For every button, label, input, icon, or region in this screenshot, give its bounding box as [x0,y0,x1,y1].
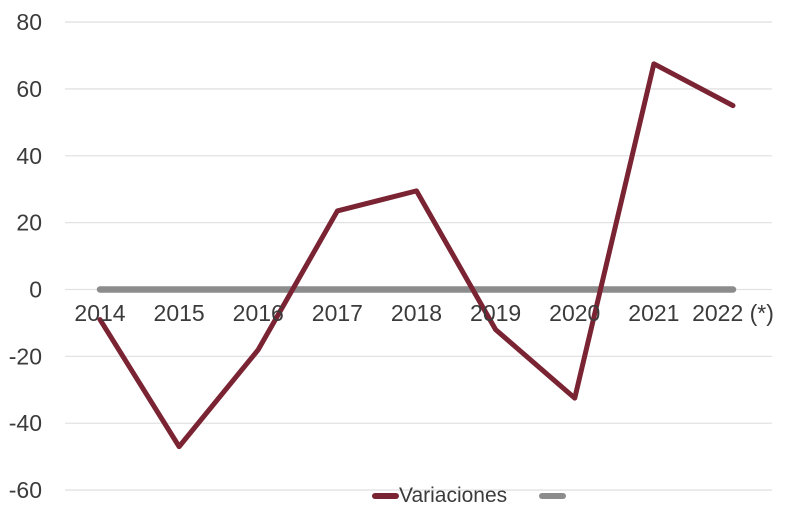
y-tick-label: -20 [9,343,42,369]
x-tick-label: 2022 (*) [692,300,774,326]
y-tick-label: -60 [9,477,42,503]
x-tick-label: 2021 [628,300,679,326]
y-tick-label: 40 [16,143,42,169]
x-axis-labels: 2014 2015 2016 2017 2018 2019 2020 2021 2022 (*) [74,300,774,326]
gridlines [65,21,772,491]
y-tick-label: 80 [16,9,42,35]
series-variaciones-line [97,61,736,450]
x-tick-label: 2020 [549,300,600,326]
x-tick-label: 2018 [391,300,442,326]
x-tick-label: 2017 [312,300,363,326]
y-tick-label: 20 [16,210,42,236]
y-axis-labels: 80 60 40 20 0 -20 -40 -60 [9,9,42,503]
y-tick-label: 0 [29,277,42,303]
y-tick-label: 60 [16,76,42,102]
x-tick-label: 2019 [470,300,521,326]
x-tick-label: 2014 [74,300,125,326]
y-tick-label: -40 [9,410,42,436]
series-layer [96,61,737,450]
x-tick-label: 2015 [154,300,205,326]
x-tick-label: 2016 [233,300,284,326]
